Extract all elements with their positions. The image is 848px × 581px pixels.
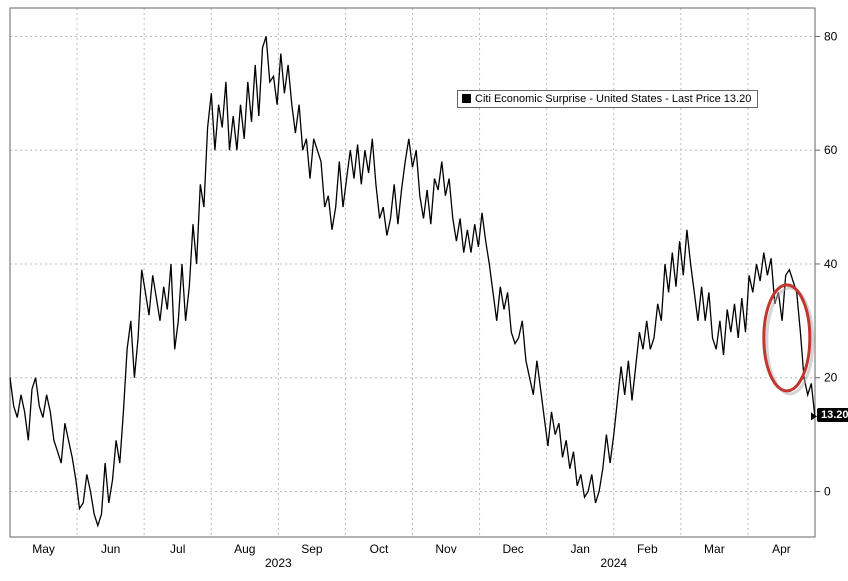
chart-canvas: 0 20 40 60 80 May Jun Jul Aug Sep Oct Nov Dec Jan Feb M… (0, 0, 848, 581)
svg-text:Apr: Apr (772, 542, 791, 556)
svg-text:40: 40 (824, 257, 838, 271)
svg-text:80: 80 (824, 29, 838, 43)
svg-text:Jan: Jan (571, 542, 590, 556)
svg-text:May: May (32, 542, 55, 556)
svg-text:Mar: Mar (704, 542, 725, 556)
svg-text:Oct: Oct (370, 542, 389, 556)
svg-text:20: 20 (824, 371, 838, 385)
svg-text:0: 0 (824, 484, 831, 498)
svg-text:Aug: Aug (234, 542, 255, 556)
svg-text:Jun: Jun (101, 542, 120, 556)
svg-text:Feb: Feb (637, 542, 658, 556)
line-chart: 0 20 40 60 80 May Jun Jul Aug Sep Oct Nov Dec Jan Feb M… (0, 0, 848, 581)
svg-text:Jul: Jul (170, 542, 185, 556)
svg-text:Dec: Dec (502, 542, 523, 556)
svg-text:2024: 2024 (600, 556, 627, 570)
legend-text: Citi Economic Surprise - United States -… (475, 93, 751, 105)
legend-swatch (462, 94, 471, 103)
svg-text:Sep: Sep (301, 542, 323, 556)
svg-text:2023: 2023 (265, 556, 292, 570)
svg-text:60: 60 (824, 143, 838, 157)
chart-legend: Citi Economic Surprise - United States -… (457, 90, 758, 108)
last-price-flag: 13.20 (817, 408, 848, 422)
svg-text:Nov: Nov (435, 542, 456, 556)
last-price-value: 13.20 (821, 409, 848, 421)
